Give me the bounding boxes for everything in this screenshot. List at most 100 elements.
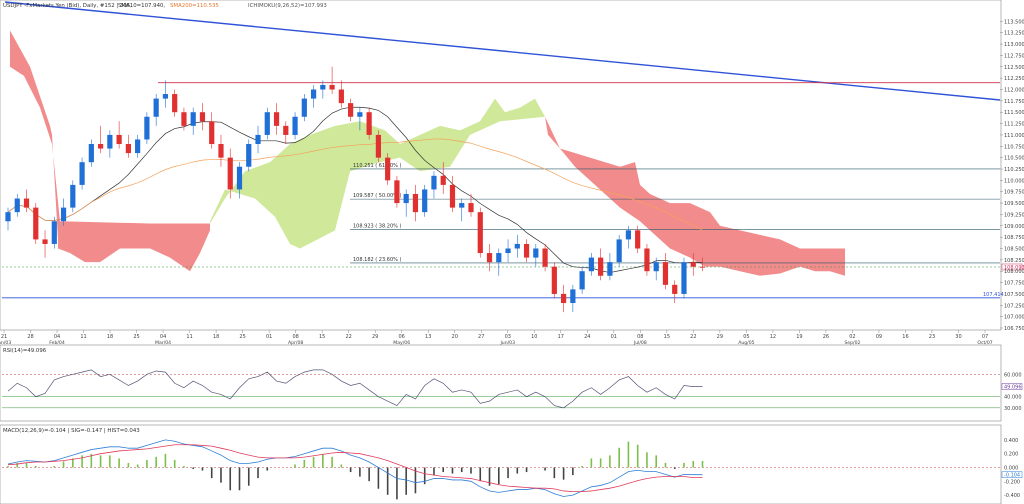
candle-body [209, 121, 215, 145]
y-tick-label: 111.500 [1004, 110, 1024, 116]
y-tick-label: 110.500 [1004, 156, 1024, 162]
candle-body [385, 157, 391, 181]
candle-body [329, 84, 335, 90]
x-tick-label: 05 [743, 334, 749, 340]
y-tick-label: 113.000 [1004, 42, 1024, 48]
candle-body [468, 203, 474, 213]
candle-body [644, 248, 650, 272]
x-tick-sublabel: Oct/07 [977, 340, 992, 346]
header-ichimoku: ICHIMOKU(9,26,52)=107.993 [248, 3, 327, 9]
candle-body [190, 112, 196, 126]
y-tick-label: 112.750 [1004, 53, 1024, 59]
macd-panel[interactable] [0, 424, 1002, 504]
rsi-panel[interactable] [0, 344, 1002, 422]
x-tick-label: 07 [982, 334, 988, 340]
x-tick-sublabel: Sep/02 [844, 340, 860, 346]
candle-body [33, 207, 39, 240]
x-tick-label: 09 [876, 334, 882, 340]
y-tick-label: 107.750 [1004, 281, 1024, 287]
y-tick-label: 107.250 [1004, 303, 1024, 309]
fib-label: 109.587 ( 50.00% ) [353, 193, 401, 199]
y-tick-label: 109.750 [1004, 190, 1024, 196]
candle-body [264, 112, 270, 135]
candle-body [505, 248, 511, 254]
y-tick-label: 106.750 [1004, 326, 1024, 332]
candle-body [51, 221, 57, 244]
candle-body [162, 94, 169, 99]
y-tick-label: 108.500 [1004, 247, 1024, 253]
x-tick-label: 01 [266, 334, 272, 340]
candle-body [88, 144, 94, 163]
macd-line [7, 439, 703, 497]
candle-body [181, 112, 187, 126]
cloud-area [10, 30, 210, 272]
candle-body [523, 243, 530, 258]
fib-label: 110.251 ( 61.80% ) [353, 163, 401, 169]
candle-body [431, 175, 437, 190]
candle-body [653, 262, 659, 272]
cloud-area [545, 116, 845, 276]
last-price-box [1001, 263, 1023, 271]
candle-body [60, 207, 67, 222]
candle-body [570, 289, 576, 304]
macd-label: MACD(12,26,9)=-0.104 | SIG=-0.147 | HIST… [3, 428, 140, 434]
x-tick-label: 29 [717, 334, 723, 340]
rsi-label: RSI(14)=49.096 [3, 348, 47, 354]
y-tick-label: 111.250 [1004, 122, 1024, 128]
y-tick-label: 109.500 [1004, 201, 1024, 207]
y-tick-label: 107.000 [1004, 315, 1024, 321]
candle-body [635, 230, 641, 249]
y-tick-label: 112.500 [1004, 65, 1024, 71]
x-tick-label: 04 [54, 334, 60, 340]
candle-body [338, 89, 344, 104]
candle-body [477, 212, 483, 254]
macd-tick-label: 0.200 [1004, 452, 1018, 458]
candle-body [459, 203, 465, 208]
candle-body [690, 262, 696, 267]
price-panel[interactable] [0, 0, 1002, 331]
macd-tick-label: 0.000 [1004, 466, 1018, 472]
x-tick-sublabel: Jul/08 [633, 340, 647, 346]
candle-body [292, 116, 298, 135]
candle-body [125, 144, 131, 154]
macd-tick-label: 0.400 [1004, 438, 1018, 444]
candle-body [375, 134, 381, 158]
fib-label: 108.923 ( 38.20% ) [353, 223, 401, 229]
x-tick-label: 04 [160, 334, 166, 340]
candle-body [218, 144, 224, 158]
candle-body [236, 166, 243, 190]
candle-body [672, 284, 678, 294]
candle-body [598, 257, 604, 276]
header-sma200: SMA200=110.535 [170, 3, 219, 9]
x-tick-label: 18 [107, 334, 113, 340]
macd-value-label: -0.104 [1004, 473, 1020, 479]
y-tick-label: 107.500 [1004, 292, 1024, 298]
y-tick-label: 110.000 [1004, 178, 1024, 184]
x-tick-label: 08 [637, 334, 643, 340]
candle-body [607, 262, 613, 276]
x-tick-label: 20 [452, 334, 458, 340]
candle-body [283, 125, 289, 135]
x-tick-label: 19 [796, 334, 802, 340]
sma10-line [7, 106, 703, 273]
candle-body [153, 98, 159, 117]
x-tick-label: 11 [186, 334, 192, 340]
candle-body [449, 184, 456, 208]
x-tick-label: 11 [80, 334, 86, 340]
time-axis: 21Jan/032804Feb/0411182504Mar/0411182501… [0, 330, 993, 346]
candle-body [357, 112, 363, 117]
rsi-tick-label: 30.000 [1004, 406, 1022, 412]
candle-body [579, 271, 585, 290]
candle-body [273, 112, 280, 126]
y-tick-label: 111.750 [1004, 99, 1024, 105]
header-symbol: USDJPY -FxMarkets Yen (Bid), Daily, #152… [3, 3, 132, 9]
candle-body [79, 162, 85, 185]
x-tick-label: 06 [399, 334, 405, 340]
candle-body [616, 239, 622, 263]
x-tick-sublabel: Jun/03 [499, 340, 515, 346]
x-tick-label: 18 [213, 334, 219, 340]
x-tick-label: 15 [664, 334, 670, 340]
x-tick-label: 21 [1, 334, 7, 340]
